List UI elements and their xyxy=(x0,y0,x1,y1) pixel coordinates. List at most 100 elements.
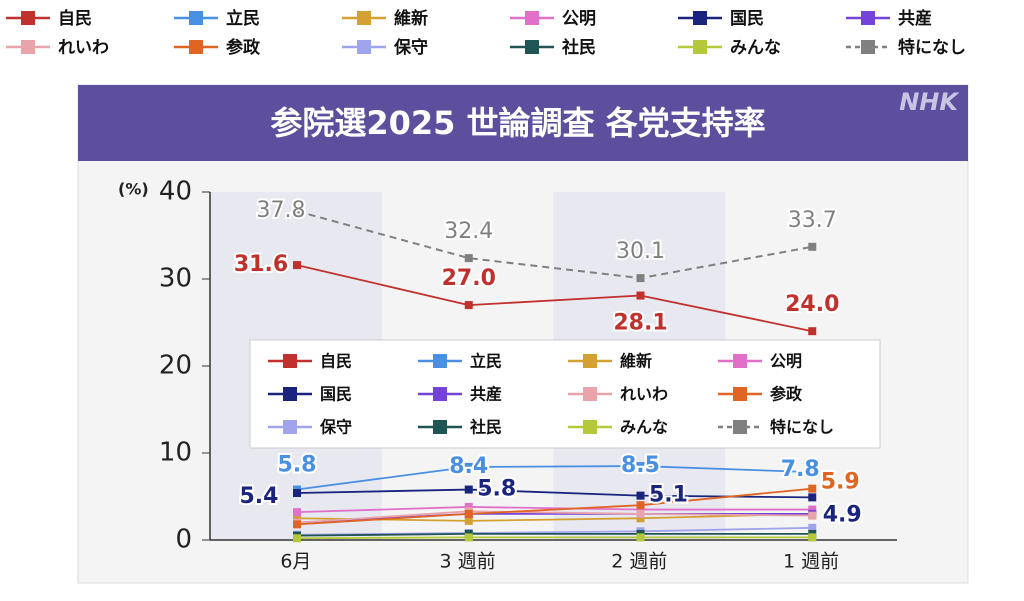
data-point xyxy=(808,468,817,477)
legend-label: 共産 xyxy=(898,8,932,29)
legend-marker xyxy=(21,11,35,25)
data-label: 28.1 xyxy=(613,311,667,336)
legend-marker xyxy=(189,11,203,25)
data-point xyxy=(464,462,473,471)
data-point xyxy=(636,291,645,300)
data-point xyxy=(808,533,817,542)
legend-label: れいわ xyxy=(58,38,109,58)
series-line xyxy=(296,264,813,333)
legend-label: 維新 xyxy=(394,8,428,29)
legend-label: 国民 xyxy=(320,385,352,404)
data-point xyxy=(636,509,645,518)
data-point xyxy=(293,261,301,270)
legend-marker xyxy=(357,40,371,54)
data-point xyxy=(808,505,817,514)
logo: NHK xyxy=(899,88,960,116)
legend-label: 参政 xyxy=(770,385,803,404)
data-point xyxy=(464,485,473,494)
legend-label: 立民 xyxy=(226,8,260,29)
data-point xyxy=(636,462,645,471)
series-line xyxy=(296,510,813,524)
data-point xyxy=(293,514,301,523)
data-point xyxy=(808,523,817,532)
legend-marker xyxy=(525,40,539,54)
data-label: 33.7 xyxy=(788,208,837,233)
data-point xyxy=(293,534,301,543)
x-tick-label: 2 週前 xyxy=(611,551,667,573)
data-point xyxy=(808,327,817,336)
title-band xyxy=(78,85,968,161)
legend-marker xyxy=(583,354,597,368)
legend-marker xyxy=(357,11,371,25)
data-point xyxy=(464,509,473,518)
data-point xyxy=(636,514,645,523)
data-point xyxy=(636,533,645,542)
data-point xyxy=(464,516,473,525)
legend-label: 国民 xyxy=(730,9,764,29)
data-point xyxy=(293,489,301,498)
legend-label: みんな xyxy=(730,38,781,58)
y-tick-label: 40 xyxy=(159,177,192,207)
data-point xyxy=(808,493,817,502)
series-line xyxy=(296,533,813,537)
y-axis-label: (%) xyxy=(118,180,149,199)
legend-label: 共産 xyxy=(470,385,502,404)
data-point xyxy=(464,301,473,310)
data-label: 27.0 xyxy=(442,266,496,291)
legend-marker xyxy=(433,354,447,368)
data-label: 24.0 xyxy=(785,292,839,317)
data-point xyxy=(636,501,645,510)
x-tick-label: 3 週前 xyxy=(440,551,496,573)
legend-box xyxy=(249,339,881,449)
legend-marker xyxy=(733,354,747,368)
data-label: 31.6 xyxy=(234,252,288,277)
legend-label: 保守 xyxy=(393,37,428,58)
data-point xyxy=(464,502,473,511)
y-tick-label: 30 xyxy=(159,264,192,294)
y-tick-label: 0 xyxy=(175,525,192,555)
legend-label: 保守 xyxy=(319,418,352,437)
legend-marker xyxy=(693,40,707,54)
legend-label: 公明 xyxy=(562,9,596,29)
series-line xyxy=(296,536,813,540)
legend-marker xyxy=(433,420,447,434)
legend-marker xyxy=(861,11,875,25)
legend-label: 社民 xyxy=(469,418,502,437)
data-label: 30.1 xyxy=(616,239,665,264)
data-point xyxy=(293,207,301,216)
legend-label: 特になし xyxy=(770,418,834,437)
legend-marker xyxy=(583,387,597,401)
data-point xyxy=(808,511,817,520)
legend-label: 参政 xyxy=(226,37,261,58)
data-label: 5.8 xyxy=(278,453,317,478)
data-label: 5.8 xyxy=(477,477,516,502)
data-label: 8.4 xyxy=(449,454,488,479)
legend-label: 立民 xyxy=(470,352,502,371)
legend-marker xyxy=(693,11,707,25)
x-tick-label: 6月 xyxy=(280,551,311,573)
legend-label: みんな xyxy=(620,418,668,437)
legend-label: 維新 xyxy=(620,352,652,371)
legend-marker xyxy=(283,387,297,401)
data-point xyxy=(636,491,645,500)
legend-marker xyxy=(525,11,539,25)
data-point xyxy=(808,242,817,251)
legend-label: 特になし xyxy=(898,37,966,58)
data-point xyxy=(293,508,301,517)
legend-label: れいわ xyxy=(620,385,668,404)
data-point xyxy=(464,254,473,263)
legend-label: 自民 xyxy=(320,352,352,371)
chart-title: 参院選2025 世論調査 各党支持率 xyxy=(270,104,765,142)
data-label: 37.8 xyxy=(257,198,306,223)
legend-marker xyxy=(733,387,747,401)
data-label: 7.8 xyxy=(781,457,820,482)
series-line xyxy=(296,465,813,491)
data-label: 5.9 xyxy=(821,470,860,495)
legend-marker xyxy=(189,40,203,54)
legend-label: 社民 xyxy=(561,37,596,58)
legend-label: 自民 xyxy=(58,8,92,29)
y-tick-label: 10 xyxy=(159,438,192,468)
legend-marker xyxy=(283,420,297,434)
data-label: 32.4 xyxy=(444,219,493,244)
